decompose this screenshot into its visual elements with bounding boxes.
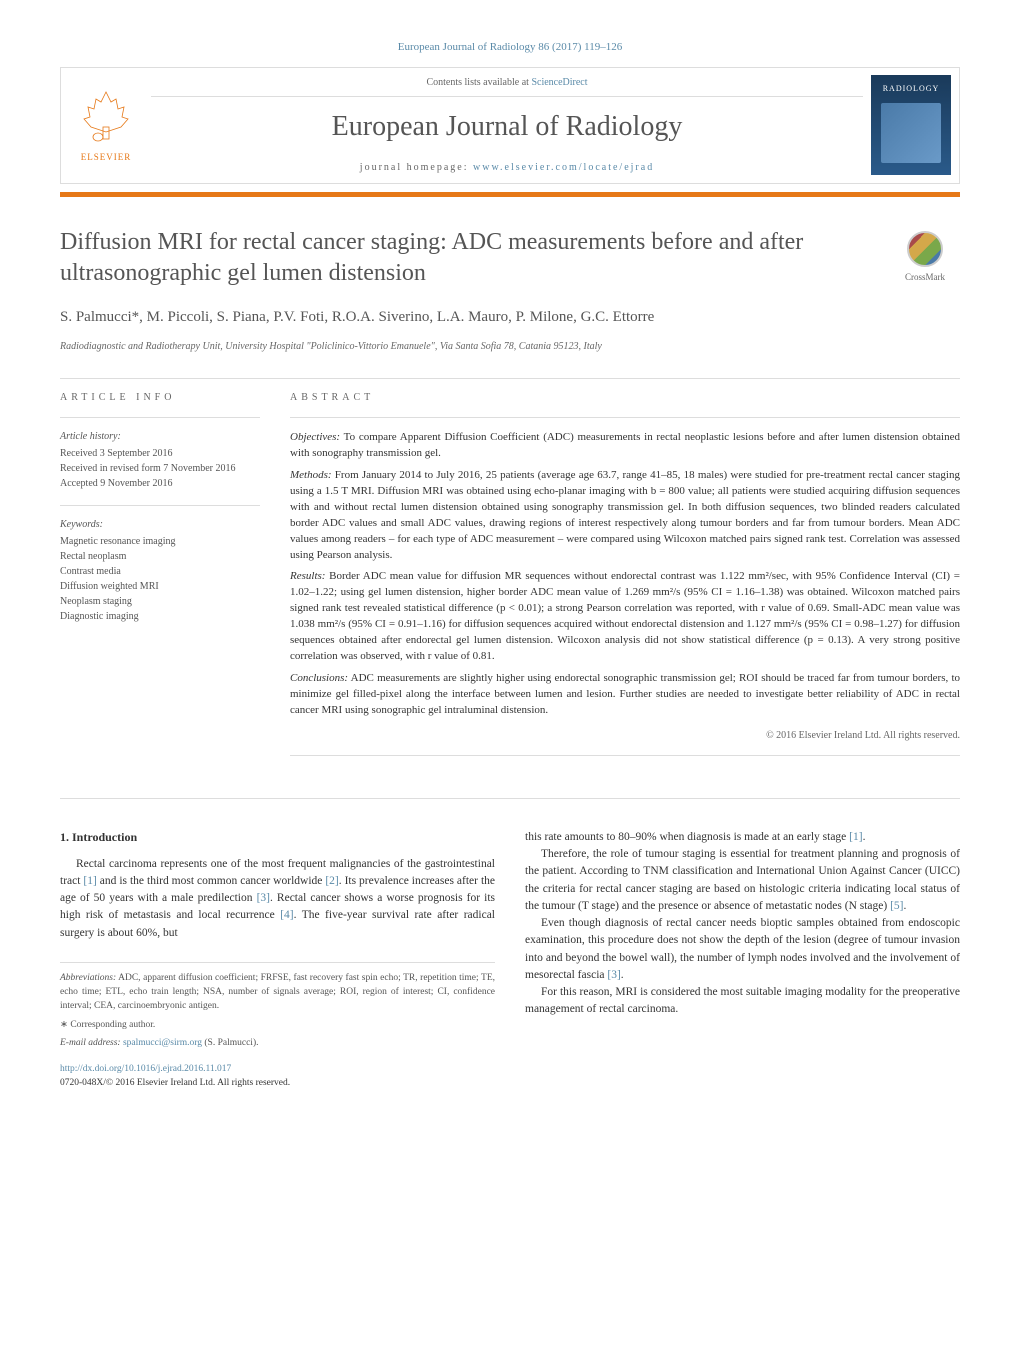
- keyword: Contrast media: [60, 564, 260, 579]
- citation-link[interactable]: [3]: [607, 969, 620, 981]
- running-title: European Journal of Radiology 86 (2017) …: [60, 40, 960, 55]
- homepage-prefix: journal homepage:: [360, 162, 473, 173]
- objectives-lead: Objectives:: [290, 431, 340, 443]
- conclusions-text: ADC measurements are slightly higher usi…: [290, 672, 960, 716]
- article-history-block: Article history: Received 3 September 20…: [60, 430, 260, 491]
- abstract-conclusions: Conclusions: ADC measurements are slight…: [290, 671, 960, 719]
- citation-link[interactable]: [3]: [257, 892, 270, 904]
- divider: [60, 417, 260, 418]
- crossmark-icon: [907, 231, 943, 267]
- doi-link[interactable]: http://dx.doi.org/10.1016/j.ejrad.2016.1…: [60, 1064, 231, 1074]
- citation-link[interactable]: [4]: [280, 909, 293, 921]
- body-column-left: 1. Introduction Rectal carcinoma represe…: [60, 829, 495, 1091]
- email-lead: E-mail address:: [60, 1038, 121, 1048]
- abstract-results: Results: Border ADC mean value for diffu…: [290, 569, 960, 665]
- divider: [60, 798, 960, 799]
- keywords-heading: Keywords:: [60, 518, 260, 532]
- abbrev-lead: Abbreviations:: [60, 973, 116, 983]
- keyword: Diagnostic imaging: [60, 609, 260, 624]
- header-center: Contents lists available at ScienceDirec…: [151, 68, 863, 182]
- citation-link[interactable]: [1]: [83, 875, 96, 887]
- journal-cover-label: RADIOLOGY: [883, 83, 940, 94]
- contents-prefix: Contents lists available at: [426, 77, 531, 88]
- divider: [60, 505, 260, 506]
- conclusions-lead: Conclusions:: [290, 672, 348, 684]
- intro-paragraph: Therefore, the role of tumour staging is…: [525, 846, 960, 915]
- author-email-link[interactable]: spalmucci@sirm.org: [123, 1038, 202, 1048]
- doi-block: http://dx.doi.org/10.1016/j.ejrad.2016.1…: [60, 1062, 495, 1091]
- article-info-label: article info: [60, 391, 260, 405]
- journal-name: European Journal of Radiology: [151, 107, 863, 146]
- body-columns: 1. Introduction Rectal carcinoma represe…: [60, 829, 960, 1091]
- article-info-column: article info Article history: Received 3…: [60, 391, 260, 768]
- keyword: Diffusion weighted MRI: [60, 579, 260, 594]
- contents-lists-line: Contents lists available at ScienceDirec…: [151, 76, 863, 97]
- intro-paragraph: Even though diagnosis of rectal cancer n…: [525, 915, 960, 984]
- divider: [290, 755, 960, 756]
- affiliation: Radiodiagnostic and Radiotherapy Unit, U…: [60, 340, 960, 354]
- citation-link[interactable]: [2]: [325, 875, 338, 887]
- body-column-right: this rate amounts to 80–90% when diagnos…: [525, 829, 960, 1091]
- article-title: Diffusion MRI for rectal cancer staging:…: [60, 227, 870, 289]
- text-frag: Even though diagnosis of rectal cancer n…: [525, 917, 960, 981]
- keyword: Neoplasm staging: [60, 594, 260, 609]
- results-text: Border ADC mean value for diffusion MR s…: [290, 570, 960, 662]
- history-line: Received in revised form 7 November 2016: [60, 461, 260, 476]
- journal-cover-image: [881, 103, 941, 163]
- history-line: Received 3 September 2016: [60, 446, 260, 461]
- text-frag: .: [863, 831, 866, 843]
- elsevier-logo: ELSEVIER: [61, 75, 151, 175]
- corresponding-author-footnote: ∗ Corresponding author.: [60, 1018, 495, 1032]
- divider: [290, 417, 960, 418]
- accent-bar: [60, 192, 960, 197]
- homepage-link[interactable]: www.elsevier.com/locate/ejrad: [473, 162, 654, 173]
- author-list: S. Palmucci*, M. Piccoli, S. Piana, P.V.…: [60, 307, 960, 328]
- info-abstract-row: article info Article history: Received 3…: [60, 391, 960, 768]
- citation-link[interactable]: [5]: [890, 900, 903, 912]
- text-frag: this rate amounts to 80–90% when diagnos…: [525, 831, 849, 843]
- methods-text: From January 2014 to July 2016, 25 patie…: [290, 469, 960, 561]
- abstract-column: abstract Objectives: To compare Apparent…: [290, 391, 960, 768]
- keywords-block: Keywords: Magnetic resonance imaging Rec…: [60, 518, 260, 624]
- keyword: Rectal neoplasm: [60, 549, 260, 564]
- journal-header-box: ELSEVIER Contents lists available at Sci…: [60, 67, 960, 183]
- journal-cover-thumbnail: RADIOLOGY: [871, 75, 951, 175]
- intro-paragraph-cont: this rate amounts to 80–90% when diagnos…: [525, 829, 960, 846]
- sciencedirect-link[interactable]: ScienceDirect: [531, 77, 587, 88]
- text-frag: and is the third most common cancer worl…: [97, 875, 326, 887]
- abstract-methods: Methods: From January 2014 to July 2016,…: [290, 468, 960, 564]
- issn-copyright-line: 0720-048X/© 2016 Elsevier Ireland Ltd. A…: [60, 1078, 290, 1088]
- text-frag: .: [904, 900, 907, 912]
- crossmark-label: CrossMark: [905, 271, 945, 284]
- email-suffix: (S. Palmucci).: [202, 1038, 258, 1048]
- text-frag: For this reason, MRI is considered the m…: [525, 986, 960, 1015]
- methods-lead: Methods:: [290, 469, 332, 481]
- section-heading-introduction: 1. Introduction: [60, 829, 495, 846]
- history-heading: Article history:: [60, 430, 260, 444]
- citation-link[interactable]: [1]: [849, 831, 862, 843]
- intro-paragraph: For this reason, MRI is considered the m…: [525, 984, 960, 1019]
- keyword: Magnetic resonance imaging: [60, 534, 260, 549]
- abstract-objectives: Objectives: To compare Apparent Diffusio…: [290, 430, 960, 462]
- title-row: Diffusion MRI for rectal cancer staging:…: [60, 227, 960, 289]
- homepage-line: journal homepage: www.elsevier.com/locat…: [151, 161, 863, 175]
- abstract-copyright: © 2016 Elsevier Ireland Ltd. All rights …: [290, 729, 960, 743]
- abbreviations-footnote: Abbreviations: ADC, apparent diffusion c…: [60, 971, 495, 1014]
- abstract-label: abstract: [290, 391, 960, 405]
- text-frag: .: [621, 969, 624, 981]
- results-lead: Results:: [290, 570, 325, 582]
- history-line: Accepted 9 November 2016: [60, 476, 260, 491]
- abbrev-text: ADC, apparent diffusion coefficient; FRF…: [60, 973, 495, 1012]
- divider: [60, 378, 960, 379]
- objectives-text: To compare Apparent Diffusion Coefficien…: [290, 431, 960, 459]
- crossmark-badge[interactable]: CrossMark: [890, 231, 960, 284]
- elsevier-logo-text: ELSEVIER: [81, 151, 132, 164]
- footnotes-block: Abbreviations: ADC, apparent diffusion c…: [60, 962, 495, 1050]
- email-footnote: E-mail address: spalmucci@sirm.org (S. P…: [60, 1036, 495, 1050]
- elsevier-tree-icon: [76, 87, 136, 147]
- intro-paragraph: Rectal carcinoma represents one of the m…: [60, 856, 495, 942]
